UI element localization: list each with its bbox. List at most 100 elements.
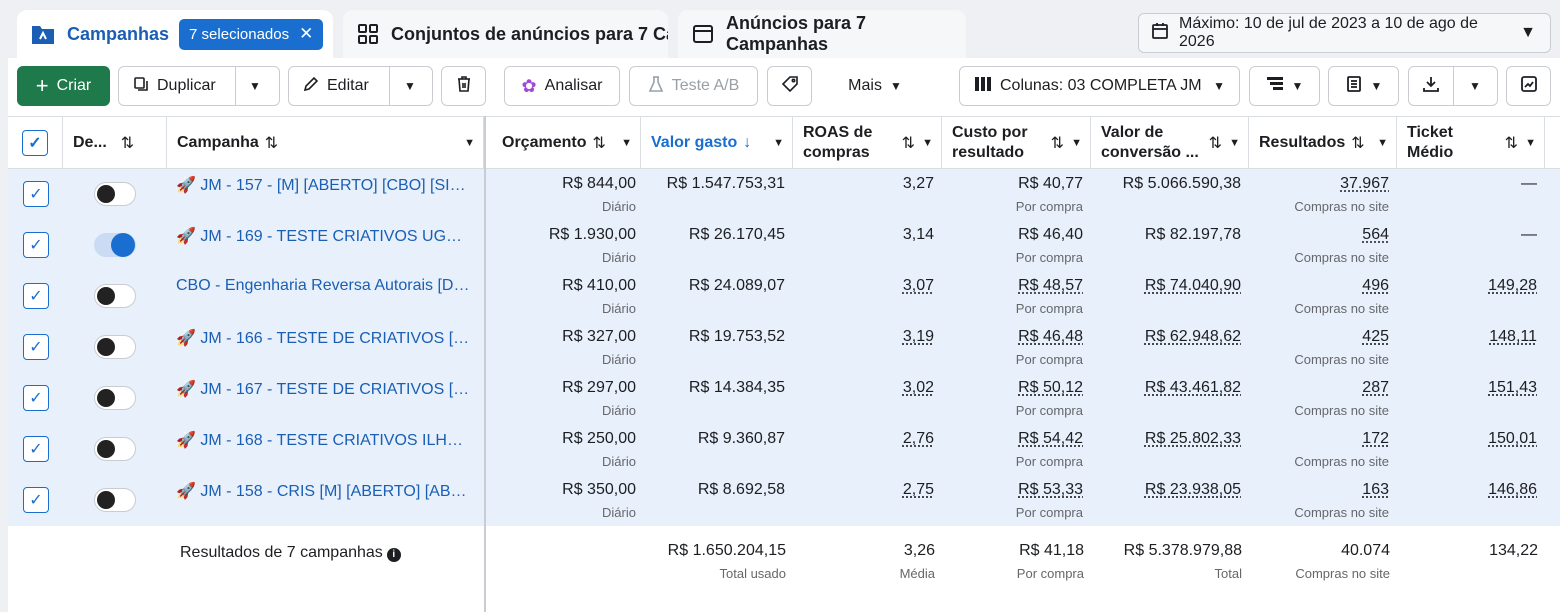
tab-ads[interactable]: Anúncios para 7 Campanhas	[678, 10, 966, 58]
duplicate-button[interactable]: Duplicar ▼	[118, 66, 280, 106]
delete-button[interactable]	[441, 66, 486, 106]
cell-conv[interactable]: R$ 43.461,82	[1144, 379, 1241, 396]
cell-budget: R$ 410,00	[562, 277, 636, 294]
export-button[interactable]: ▼	[1408, 66, 1498, 106]
tab-campaigns[interactable]: Campanhas 7 selecionados ✕	[17, 10, 333, 58]
cell-ticket[interactable]: 150,01	[1488, 430, 1537, 447]
campaign-name-link[interactable]: 🚀 JM - 168 - TESTE CRIATIVOS ILHABELA	[176, 432, 472, 449]
delivery-toggle[interactable]	[94, 437, 136, 461]
edit-chevron-down-icon[interactable]: ▼	[404, 79, 416, 93]
col-campaign[interactable]: Campanha ⇅ ▼	[167, 117, 484, 169]
delivery-toggle[interactable]	[94, 233, 136, 257]
date-range-picker[interactable]: Máximo: 10 de jul de 2023 a 10 de ago de…	[1138, 13, 1551, 53]
chart-view-button[interactable]	[1506, 66, 1551, 106]
cell-ticket[interactable]: 148,11	[1489, 328, 1537, 345]
tag-icon	[781, 75, 799, 98]
row-checkbox[interactable]: ✓	[23, 181, 49, 207]
col-delivery[interactable]: De... ⇅	[63, 117, 167, 169]
breakdown-button[interactable]: ▼	[1249, 66, 1320, 106]
tab-adsets[interactable]: Conjuntos de anúncios para 7 Campanhas	[343, 10, 668, 58]
toggle-knob	[111, 233, 135, 257]
campaign-name-link[interactable]: 🚀 JM - 157 - [M] [ABERTO] [CBO] [SIMPLES…	[176, 177, 472, 194]
cell-cpr[interactable]: R$ 46,48	[1018, 328, 1083, 345]
col-roas[interactable]: ROAS de compras ⇅ ▼	[793, 117, 942, 169]
cell-cpr[interactable]: R$ 50,12	[1018, 379, 1083, 396]
row-checkbox[interactable]: ✓	[23, 436, 49, 462]
frozen-column-divider[interactable]	[484, 116, 486, 612]
cell-roas[interactable]: 3,02	[902, 379, 934, 396]
cell-roas[interactable]: 2,75	[902, 481, 934, 498]
cell-results[interactable]: 37.967	[1340, 175, 1389, 192]
cell-ticket[interactable]: 151,43	[1488, 379, 1537, 396]
delivery-toggle[interactable]	[94, 284, 136, 308]
cell-ticket[interactable]: 149,28	[1488, 277, 1537, 294]
table-row[interactable]: ✓ 🚀 JM - 166 - TESTE DE CRIATIVOS [04/202…	[8, 322, 1560, 373]
col-budget[interactable]: Orçamento ⇅ ▼	[492, 117, 641, 169]
cell-results[interactable]: 425	[1362, 328, 1389, 345]
table-row[interactable]: ✓ 🚀 JM - 168 - TESTE CRIATIVOS ILHABELA R$…	[8, 424, 1560, 475]
cell-cpr[interactable]: R$ 48,57	[1018, 277, 1083, 294]
delivery-toggle[interactable]	[94, 488, 136, 512]
ab-test-button[interactable]: Teste A/B	[629, 66, 758, 106]
cell-conv[interactable]: R$ 74.040,90	[1144, 277, 1241, 294]
cell-conv[interactable]: R$ 23.938,05	[1144, 481, 1241, 498]
campaign-name-link[interactable]: 🚀 JM - 169 - TESTE CRIATIVOS UGC LOOKALI…	[176, 228, 472, 245]
trash-icon	[456, 75, 472, 98]
cell-cpr[interactable]: R$ 53,33	[1018, 481, 1083, 498]
cell-conv[interactable]: R$ 62.948,62	[1144, 328, 1241, 345]
more-button[interactable]: Mais ▼	[820, 66, 930, 106]
create-button[interactable]: + Criar	[17, 66, 110, 106]
row-checkbox[interactable]: ✓	[23, 283, 49, 309]
cell-cpr-sub: Por compra	[1015, 352, 1083, 367]
row-checkbox[interactable]: ✓	[23, 334, 49, 360]
cell-results[interactable]: 287	[1362, 379, 1389, 396]
cell-cpr[interactable]: R$ 54,42	[1018, 430, 1083, 447]
cell-cpr-sub: Por compra	[1015, 199, 1083, 214]
reports-icon	[1345, 75, 1363, 98]
col-conversion-value[interactable]: Valor de conversão ... ⇅ ▼	[1091, 117, 1249, 169]
columns-selector[interactable]: Colunas: 03 COMPLETA JM ▼	[959, 66, 1240, 106]
table-row[interactable]: ✓ CBO - Engenharia Reversa Autorais [DCO]…	[8, 271, 1560, 322]
campaign-name-link[interactable]: 🚀 JM - 158 - CRIS [M] [ABERTO] [ABO] [SI…	[176, 483, 472, 500]
cell-ticket[interactable]: 146,86	[1488, 481, 1537, 498]
table-row[interactable]: ✓ 🚀 JM - 169 - TESTE CRIATIVOS UGC LOOKAL…	[8, 220, 1560, 271]
row-checkbox[interactable]: ✓	[23, 487, 49, 513]
edit-button[interactable]: Editar ▼	[288, 66, 433, 106]
campaign-name-link[interactable]: CBO - Engenharia Reversa Autorais [DCO]	[176, 277, 472, 294]
campaign-name-link[interactable]: 🚀 JM - 167 - TESTE DE CRIATIVOS [09/2024…	[176, 381, 472, 398]
delivery-toggle[interactable]	[94, 182, 136, 206]
cell-results[interactable]: 172	[1362, 430, 1389, 447]
table-row[interactable]: ✓ 🚀 JM - 167 - TESTE DE CRIATIVOS [09/202…	[8, 373, 1560, 424]
delivery-toggle[interactable]	[94, 386, 136, 410]
campaign-name-link[interactable]: 🚀 JM - 166 - TESTE DE CRIATIVOS [04/2024…	[176, 330, 472, 347]
cell-roas[interactable]: 3,07	[902, 277, 934, 294]
cell-budget: R$ 327,00	[562, 328, 636, 345]
download-icon	[1422, 75, 1440, 98]
clear-selection-close-icon[interactable]: ✕	[299, 24, 314, 43]
reports-button[interactable]: ▼	[1328, 66, 1399, 106]
analyze-button[interactable]: ✿ Analisar	[504, 66, 620, 106]
cell-spent: R$ 26.170,45	[688, 226, 785, 243]
export-chevron-down-icon[interactable]: ▼	[1469, 79, 1481, 93]
campaign-folder-icon	[31, 23, 55, 45]
cell-roas[interactable]: 3,19	[902, 328, 934, 345]
cell-results[interactable]: 163	[1362, 481, 1389, 498]
info-icon[interactable]: i	[386, 547, 401, 562]
cell-results[interactable]: 496	[1362, 277, 1389, 294]
cell-conv[interactable]: R$ 25.802,33	[1144, 430, 1241, 447]
duplicate-chevron-down-icon[interactable]: ▼	[249, 79, 261, 93]
select-all-checkbox[interactable]: ✓	[22, 130, 48, 156]
cell-roas[interactable]: 2,76	[902, 430, 934, 447]
row-checkbox[interactable]: ✓	[23, 385, 49, 411]
col-spent[interactable]: Valor gasto ↓ ▼	[641, 117, 793, 169]
tag-button[interactable]	[767, 66, 812, 106]
col-avg-ticket[interactable]: Ticket Médio ⇅ ▼	[1397, 117, 1545, 169]
table-row[interactable]: ✓ 🚀 JM - 157 - [M] [ABERTO] [CBO] [SIMPLE…	[8, 169, 1560, 220]
col-results[interactable]: Resultados ⇅ ▼	[1249, 117, 1397, 169]
delivery-toggle[interactable]	[94, 335, 136, 359]
col-cost-per-result[interactable]: Custo por resultado ⇅ ▼	[942, 117, 1091, 169]
cell-results[interactable]: 564	[1362, 226, 1389, 243]
cell-roas: 3,27	[902, 175, 934, 192]
table-row[interactable]: ✓ 🚀 JM - 158 - CRIS [M] [ABERTO] [ABO] [S…	[8, 475, 1560, 526]
row-checkbox[interactable]: ✓	[23, 232, 49, 258]
